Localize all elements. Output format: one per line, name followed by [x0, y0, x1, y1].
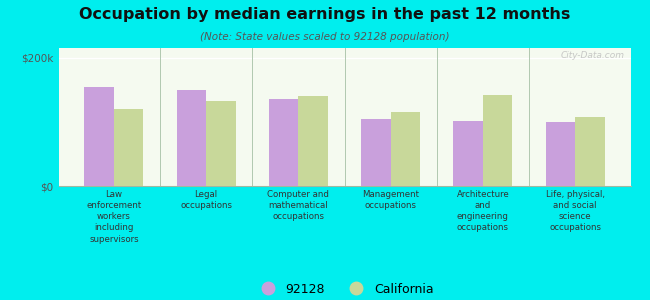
Bar	[177, 90, 206, 186]
Bar	[269, 99, 298, 186]
Text: Occupation by median earnings in the past 12 months: Occupation by median earnings in the pas…	[79, 8, 571, 22]
Bar	[206, 101, 236, 186]
Bar	[114, 109, 144, 186]
Text: (Note: State values scaled to 92128 population): (Note: State values scaled to 92128 popu…	[200, 32, 450, 41]
Bar	[483, 95, 512, 186]
Bar	[298, 96, 328, 186]
Bar	[391, 112, 420, 186]
Text: City-Data.com: City-Data.com	[561, 51, 625, 60]
Legend: 92128, California: 92128, California	[250, 278, 439, 300]
Bar	[84, 86, 114, 186]
Bar	[361, 118, 391, 186]
Bar	[453, 121, 483, 186]
Bar	[545, 122, 575, 186]
Bar	[575, 117, 604, 186]
